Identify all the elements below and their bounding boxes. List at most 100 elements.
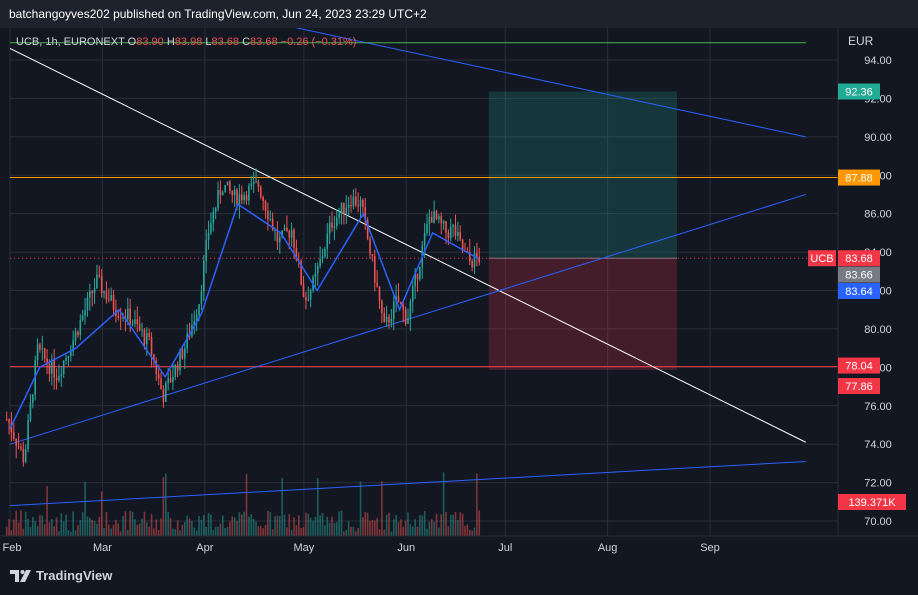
candle-body (321, 256, 324, 259)
volume-bar (179, 530, 181, 536)
volume-bar (305, 512, 307, 536)
volume-bar (457, 520, 459, 536)
volume-bar (264, 524, 267, 536)
candle-body (419, 266, 421, 280)
volume-bar (210, 514, 212, 536)
volume-bar (359, 481, 362, 536)
candle-body (145, 333, 148, 345)
candle-body (307, 299, 310, 301)
candle-body (13, 432, 15, 439)
candle-body (430, 216, 433, 223)
volume-bar (89, 518, 91, 536)
volume-bar (364, 511, 367, 536)
volume-bar (150, 514, 153, 536)
candle-body (452, 225, 454, 227)
candle-body (134, 319, 136, 324)
candle-body (236, 189, 238, 206)
volume-bar (207, 512, 210, 536)
candle-body (428, 216, 431, 224)
candle-body (433, 211, 435, 223)
candle-body (347, 204, 350, 208)
price-label-bg (838, 266, 880, 283)
price-tick-label: 86.00 (864, 209, 892, 221)
volume-bar (141, 518, 143, 536)
price-label-bg (838, 357, 880, 374)
volume-bar (5, 526, 8, 536)
volume-bar (74, 530, 77, 536)
candle-body (93, 288, 96, 294)
volume-bar (385, 514, 388, 536)
legend-part: −0.26 (−0.31%) (281, 36, 357, 48)
candle-body (416, 273, 419, 280)
volume-bar (221, 515, 224, 536)
volume-bar (119, 531, 122, 536)
volume-bar (326, 516, 329, 536)
candle-body (442, 221, 445, 224)
candle-body (454, 225, 457, 236)
candle-body (278, 237, 281, 243)
volume-bar (369, 520, 371, 536)
trend-line (295, 28, 806, 138)
horizontal-lines (10, 177, 838, 368)
trend-line (9, 48, 806, 443)
price-label-bg (838, 169, 880, 186)
volume-bar (62, 521, 65, 536)
candle-body (331, 222, 333, 228)
candle-body (219, 190, 222, 196)
candle-body (350, 204, 352, 207)
volume-bar (309, 517, 312, 536)
volume-bar (36, 526, 39, 536)
volume-bar (240, 514, 243, 536)
legend-part: H (167, 36, 175, 48)
chart-canvas[interactable]: EUR94.0092.0090.0088.0086.0084.0082.0080… (0, 28, 918, 558)
candle-body (169, 378, 172, 383)
candle-body (55, 377, 58, 381)
tradingview-logo[interactable]: TradingView (10, 568, 112, 583)
candle-body (17, 445, 20, 447)
candle-body (404, 309, 407, 324)
candle-body (324, 248, 326, 257)
candle-body (305, 297, 307, 301)
legend-part: O (128, 36, 137, 48)
candle-body (8, 419, 10, 423)
candle-body (381, 300, 383, 314)
candle-body (457, 231, 459, 236)
volume-bar (352, 526, 355, 536)
price-tick-label: 76.00 (864, 401, 892, 413)
candle-body (290, 229, 293, 238)
price-label: 83.68 (845, 253, 873, 265)
volume-bar (314, 516, 317, 536)
candle-body (385, 316, 388, 322)
volume-bar (157, 529, 160, 536)
moving-average (9, 202, 480, 430)
candle-body (32, 394, 34, 403)
candle-body (264, 200, 267, 211)
candle-body (167, 378, 169, 383)
candle-body (240, 194, 243, 201)
volume-bar (174, 529, 177, 536)
volume-bar (333, 523, 336, 536)
volume-bar (278, 516, 281, 536)
loss-zone (488, 258, 677, 371)
tradingview-logo-icon (10, 569, 31, 582)
candle-body (212, 211, 215, 224)
volume-bar (46, 486, 48, 536)
candle-body (366, 220, 369, 239)
price-label-bg (838, 378, 880, 395)
candle-body (478, 256, 481, 263)
candle-body (300, 260, 302, 285)
candle-body (409, 301, 412, 319)
volume-bar (188, 518, 191, 536)
candle-body (354, 196, 357, 206)
volume-bar (378, 528, 381, 536)
volume-bar (452, 514, 454, 536)
symbol-tag: UCB (810, 253, 833, 265)
volume-bar (259, 525, 262, 536)
volume-bar (416, 526, 419, 536)
chart-area[interactable]: EUR94.0092.0090.0088.0086.0084.0082.0080… (0, 28, 918, 558)
volume-bar (226, 527, 229, 536)
volume-bar (48, 522, 51, 536)
volume-bar (350, 526, 352, 536)
volume-bar (20, 510, 22, 536)
candle-body (400, 302, 402, 305)
